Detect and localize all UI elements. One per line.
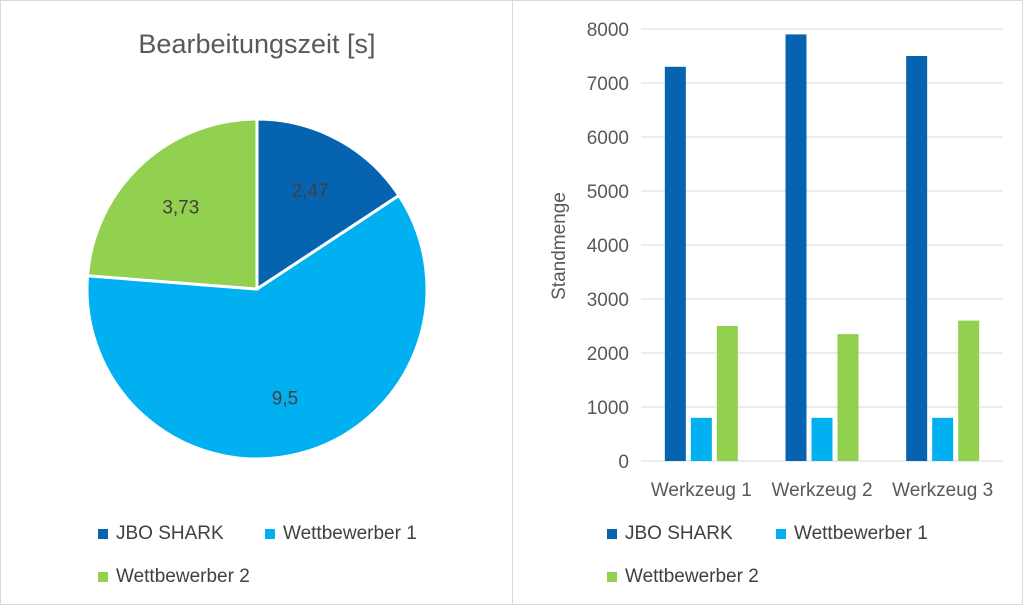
x-tick-label: Werkzeug 1 [651, 480, 752, 501]
pie-slice [85, 193, 429, 461]
legend-label: Wettbewerber 2 [625, 566, 759, 587]
pie-data-label: 9,5 [272, 389, 298, 410]
x-tick-label: Werkzeug 2 [771, 480, 872, 501]
y-tick-label: 3000 [587, 290, 629, 311]
legend-label: Wettbewerber 2 [116, 566, 250, 587]
bar-chart-panel: 0 1000 2000 3000 4000 5000 6000 7000 8000 Werkze… [512, 0, 1023, 605]
legend-item: Wettbewerber 2 [98, 566, 250, 588]
bar-chart: 0 1000 2000 3000 4000 5000 6000 7000 8000 Werkze… [549, 20, 1003, 501]
y-tick-label: 6000 [587, 128, 629, 149]
bar [811, 417, 833, 461]
legend-swatch [265, 529, 275, 539]
legend-item: Wettbewerber 1 [776, 523, 928, 545]
bar [664, 66, 686, 462]
legend-item: JBO SHARK [98, 523, 224, 545]
legend-item: Wettbewerber 2 [607, 566, 759, 588]
legend-swatch [607, 529, 617, 539]
bar [958, 320, 980, 461]
legend-swatch [98, 572, 108, 582]
pie-chart: Bearbeitungszeit [s] 2,47 9,5 3,73 [85, 29, 429, 461]
bar [906, 56, 928, 461]
pie-slice [85, 117, 259, 291]
pie-slice [255, 117, 402, 292]
bar [932, 417, 954, 461]
legend-item: JBO SHARK [607, 523, 733, 545]
bar [716, 326, 738, 461]
y-tick-label: 8000 [587, 20, 629, 41]
y-tick-label: 5000 [587, 182, 629, 203]
bar [690, 417, 712, 461]
pie-data-label: 2,47 [292, 181, 329, 202]
bar [837, 334, 859, 461]
y-tick-label: 4000 [587, 236, 629, 257]
x-tick-label: Werkzeug 3 [892, 480, 993, 501]
legend-swatch [607, 572, 617, 582]
chart-title: Bearbeitungszeit [s] [138, 29, 375, 59]
y-tick-label: 7000 [587, 74, 629, 95]
y-tick-label: 1000 [587, 398, 629, 419]
legend-item: Wettbewerber 1 [265, 523, 417, 545]
legend-label: JBO SHARK [625, 523, 733, 544]
pie-chart-panel: Bearbeitungszeit [s] 2,47 9,5 3,73 JBO SHA… [0, 0, 514, 605]
y-tick-label: 0 [618, 452, 629, 473]
y-axis-label: Standmenge [549, 192, 570, 300]
pie-data-label: 3,73 [162, 198, 199, 219]
legend-swatch [98, 529, 108, 539]
legend-label: Wettbewerber 1 [283, 523, 417, 544]
legend-label: Wettbewerber 1 [794, 523, 928, 544]
legend-label: JBO SHARK [116, 523, 224, 544]
legend-swatch [776, 529, 786, 539]
y-tick-label: 2000 [587, 344, 629, 365]
bar [785, 34, 807, 462]
